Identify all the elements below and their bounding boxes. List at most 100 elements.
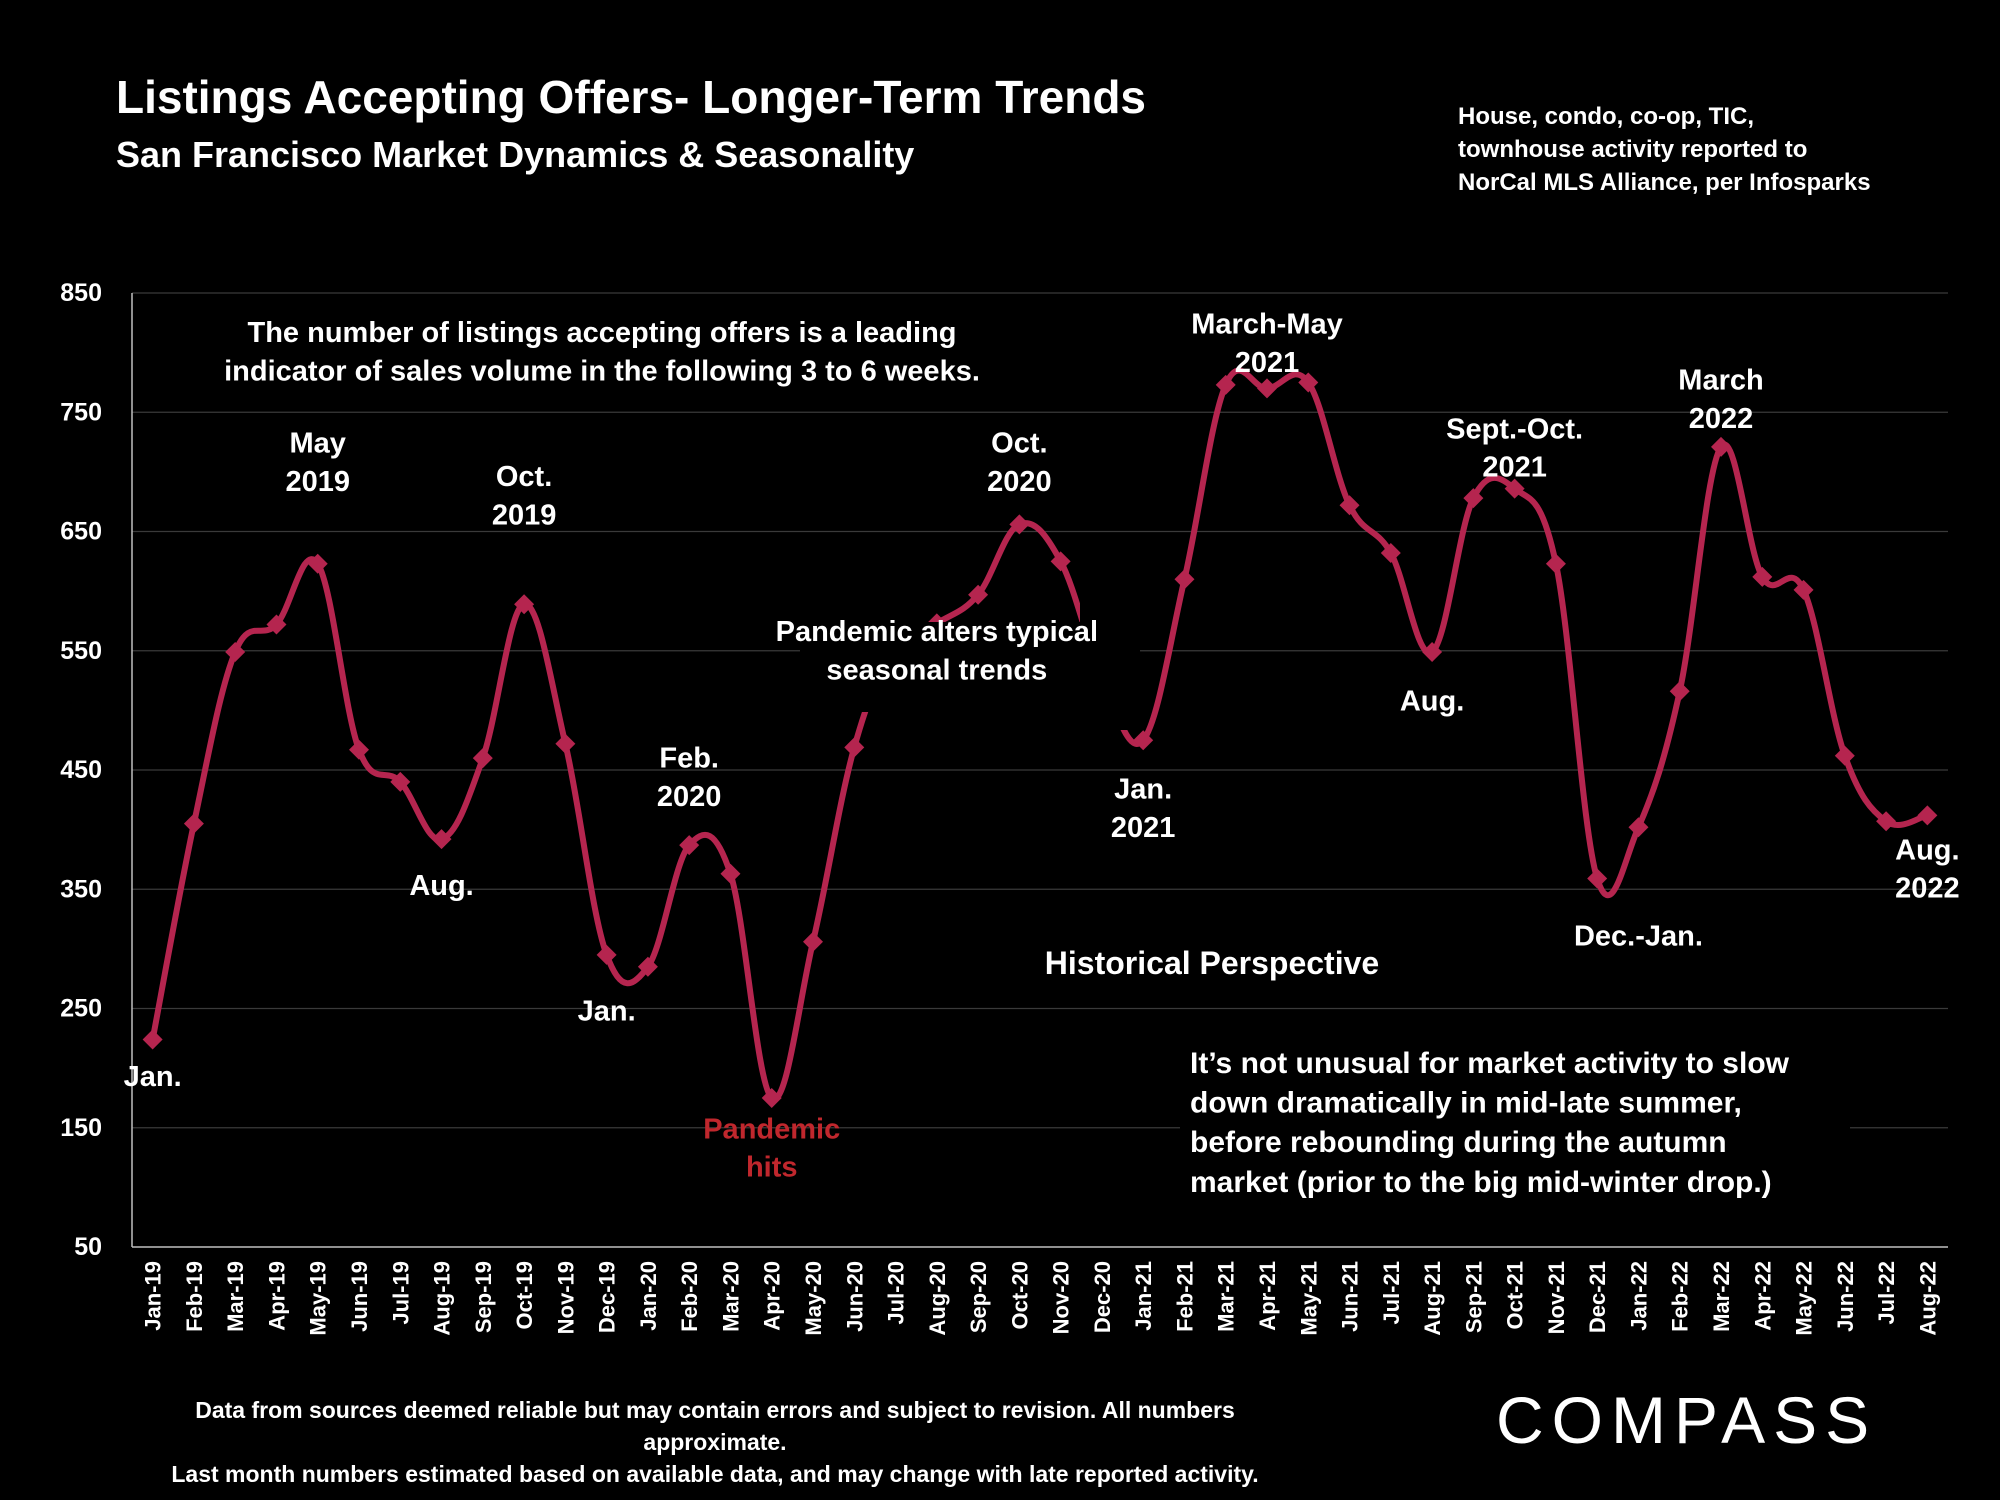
x-tick-Jun-22: Jun-22 (1833, 1261, 1858, 1332)
data-point-May-22 (1793, 579, 1814, 600)
chart-title: Listings Accepting Offers- Longer-Term T… (116, 71, 1147, 123)
y-tick-850: 850 (60, 279, 102, 307)
y-tick-550: 550 (60, 637, 102, 665)
data-point-Jan-21 (1133, 730, 1154, 751)
data-point-Apr-21 (1257, 378, 1277, 399)
perspective-box-bg (1180, 1040, 1850, 1220)
x-tick-Jan-21: Jan-21 (1131, 1261, 1156, 1331)
historical-perspective-heading: Historical Perspective (1045, 945, 1379, 981)
y-tick-labels: 50 150 250 350 450 550 650 750 850 (60, 279, 102, 1261)
data-point-Apr-20 (761, 1087, 782, 1108)
data-point-Jan-20 (637, 956, 658, 977)
annotation-5: Feb. 2020 (657, 743, 722, 813)
source-note: House, condo, co-op, TIC, townhouse acti… (1458, 103, 1871, 196)
x-tick-Mar-22: Mar-22 (1709, 1261, 1734, 1332)
x-tick-Jun-21: Jun-21 (1338, 1261, 1363, 1332)
x-tick-Sep-19: Sep-19 (471, 1261, 496, 1333)
data-point-Aug-22 (1917, 805, 1938, 826)
y-tick-650: 650 (60, 518, 102, 546)
data-point-Dec-19 (596, 944, 617, 965)
x-tick-Sep-21: Sep-21 (1461, 1261, 1486, 1333)
x-tick-Oct-20: Oct-20 (1007, 1261, 1032, 1329)
y-tick-150: 150 (60, 1114, 102, 1142)
data-point-Sep-19 (472, 748, 493, 769)
x-tick-May-22: May-22 (1792, 1261, 1817, 1336)
x-tick-Jul-21: Jul-21 (1379, 1261, 1404, 1325)
annotation-10: March-May 2021 (1191, 308, 1343, 378)
annotation-3: Oct. 2019 (492, 461, 557, 531)
x-tick-May-19: May-19 (306, 1261, 331, 1336)
footnote: Data from sources deemed reliable but ma… (171, 1397, 1259, 1487)
y-tick-250: 250 (60, 995, 102, 1023)
x-tick-Aug-21: Aug-21 (1420, 1261, 1445, 1336)
data-point-Mar-19 (225, 641, 246, 662)
data-point-Aug-19 (431, 829, 452, 850)
y-tick-450: 450 (60, 756, 102, 784)
y-tick-750: 750 (60, 398, 102, 426)
x-tick-Feb-21: Feb-21 (1172, 1261, 1197, 1332)
annotation-1: May 2019 (285, 428, 350, 498)
data-point-Jul-19 (390, 771, 411, 792)
x-tick-Dec-19: Dec-19 (595, 1261, 620, 1333)
annotation-15: Aug. 2022 (1895, 834, 1960, 904)
y-tick-50: 50 (74, 1233, 102, 1261)
annotation-6: Pandemic hits (703, 1113, 840, 1183)
pandemic-gap-mask (1080, 600, 1140, 730)
compass-logo: COMPASS (1496, 1383, 1878, 1457)
x-tick-Apr-19: Apr-19 (264, 1261, 289, 1331)
data-point-Mar-21 (1215, 374, 1236, 395)
x-tick-Apr-21: Apr-21 (1255, 1261, 1280, 1331)
x-tick-Jan-22: Jan-22 (1626, 1261, 1651, 1331)
x-tick-Mar-19: Mar-19 (223, 1261, 248, 1332)
data-point-Feb-21 (1174, 569, 1195, 590)
annotation-13: March 2022 (1678, 365, 1763, 435)
data-point-May-20 (803, 931, 823, 952)
x-tick-Apr-20: Apr-20 (760, 1261, 785, 1331)
annotations: Jan. May 2019 Aug. Oct. 2019 Jan. Feb. 2020 Pande… (124, 308, 1960, 1183)
x-tick-Jun-19: Jun-19 (347, 1261, 372, 1332)
x-tick-Feb-19: Feb-19 (182, 1261, 207, 1332)
annotation-9: Jan. 2021 (1111, 774, 1176, 844)
data-point-Jun-22 (1834, 745, 1855, 766)
x-tick-Aug-22: Aug-22 (1915, 1261, 1940, 1336)
y-tick-350: 350 (60, 875, 102, 903)
annotation-11: Aug. (1400, 685, 1464, 717)
x-tick-May-20: May-20 (801, 1261, 826, 1336)
annotation-4: Jan. (578, 995, 636, 1027)
data-point-Jan-22 (1628, 817, 1649, 838)
data-point-Oct-21 (1504, 478, 1525, 499)
x-tick-Dec-20: Dec-20 (1090, 1261, 1115, 1333)
data-point-May-19 (307, 553, 328, 574)
data-point-Jul-22 (1876, 811, 1897, 832)
x-tick-Mar-20: Mar-20 (718, 1261, 743, 1332)
data-point-Oct-19 (514, 594, 535, 615)
leading-box-bg (218, 305, 988, 397)
data-point-May-21 (1298, 372, 1319, 393)
data-point-Jun-19 (349, 739, 369, 760)
annotation-7: Oct. 2020 (987, 428, 1052, 498)
x-tick-Oct-19: Oct-19 (512, 1261, 537, 1329)
data-point-Feb-22 (1669, 681, 1690, 702)
data-point-Sep-20 (968, 584, 989, 605)
series-points (142, 372, 1938, 1108)
x-tick-Mar-21: Mar-21 (1214, 1261, 1239, 1332)
data-point-Feb-20 (679, 835, 700, 856)
x-tick-Jun-20: Jun-20 (842, 1261, 867, 1332)
leading-indicator-note: The number of listings accepting offers … (224, 317, 980, 387)
data-point-Jun-21 (1339, 495, 1360, 516)
annotation-0: Jan. (124, 1061, 182, 1093)
data-point-Nov-19 (555, 733, 576, 754)
x-tick-Feb-20: Feb-20 (677, 1261, 702, 1332)
x-tick-labels: Jan-19 Feb-19 Mar-19 Apr-19 May-19 Jun-19 Jul-… (141, 1261, 1941, 1336)
historical-perspective-body: It’s not unusual for market activity to … (1190, 1047, 1790, 1199)
x-tick-May-21: May-21 (1296, 1261, 1321, 1336)
data-point-Jul-21 (1380, 542, 1401, 563)
x-tick-Aug-20: Aug-20 (925, 1261, 950, 1336)
x-tick-Nov-19: Nov-19 (553, 1261, 578, 1334)
x-tick-Dec-21: Dec-21 (1585, 1261, 1610, 1333)
x-tick-Jan-20: Jan-20 (636, 1261, 661, 1331)
annotation-2: Aug. (409, 870, 473, 902)
data-point-Nov-21 (1545, 553, 1566, 574)
data-point-Dec-21 (1587, 868, 1608, 889)
